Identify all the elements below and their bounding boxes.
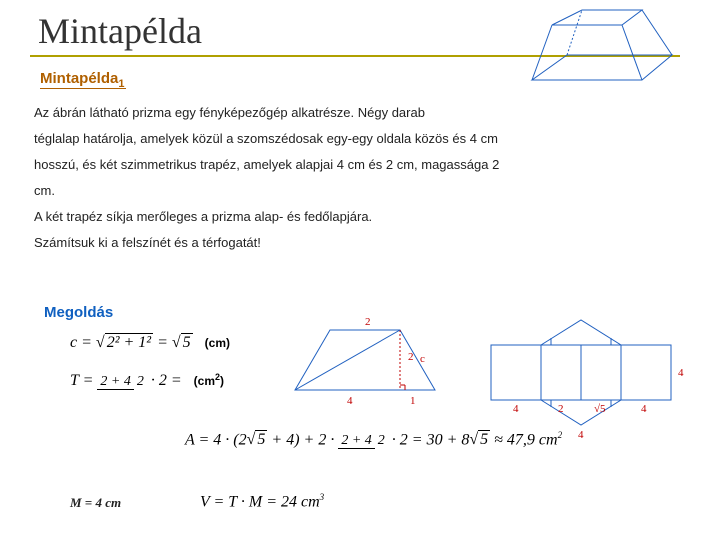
- svg-text:4: 4: [578, 429, 584, 440]
- t-unit: (cm2): [194, 374, 224, 388]
- body-line-2: téglalap határolja, amelyek közül a szom…: [34, 130, 498, 148]
- body-line-3: hosszú, és két szimmetrikus trapéz, amel…: [34, 156, 499, 174]
- svg-text:4: 4: [347, 395, 353, 407]
- body-line-4: cm.: [34, 182, 55, 200]
- solution-heading: Megoldás: [44, 304, 113, 321]
- svg-text:2: 2: [558, 403, 564, 415]
- svg-text:c: c: [420, 353, 425, 365]
- subtitle-text: Mintapélda: [40, 70, 118, 87]
- c-sqrt5: 5: [181, 333, 193, 351]
- t-rhs: · 2 =: [151, 372, 182, 389]
- body-line-1: Az ábrán látható prizma egy fényképezőgé…: [34, 104, 425, 122]
- trapezoid-diagram: 2 4 1 2 c: [280, 310, 470, 430]
- svg-text:4: 4: [513, 403, 519, 415]
- a-lhs: A = 4 · (2: [185, 431, 247, 448]
- c-radicand: 2² + 1²: [105, 333, 153, 351]
- page-title: Mintapélda: [38, 10, 202, 52]
- t-den: 2: [134, 374, 147, 389]
- t-num: 2 + 4: [97, 374, 133, 390]
- body-line-5: A két trapéz síkja merőleges a prizma al…: [34, 208, 372, 226]
- formula-v: V = T · M = 24 cm3: [200, 492, 324, 511]
- svg-text:1: 1: [410, 395, 416, 407]
- formula-t: T = 2 + 42 · 2 = (cm2): [70, 372, 224, 390]
- subtitle-number: 1: [118, 78, 124, 90]
- svg-text:2: 2: [365, 316, 371, 328]
- prism-3d-icon: [512, 0, 712, 100]
- svg-text:√5: √5: [594, 403, 606, 415]
- t-lhs: T =: [70, 372, 93, 389]
- net-diagram: 4 2 √5 4 4 4: [486, 310, 716, 440]
- c-lhs: c =: [70, 334, 92, 351]
- svg-text:4: 4: [641, 403, 647, 415]
- svg-text:4: 4: [678, 367, 684, 379]
- m-value: M = 4 cm: [70, 494, 121, 512]
- c-unit: (cm): [205, 336, 230, 350]
- svg-text:2: 2: [408, 351, 414, 363]
- body-line-6: Számítsuk ki a felszínét és a térfogatát…: [34, 234, 261, 252]
- subtitle: Mintapélda1: [40, 70, 126, 89]
- c-eq: =: [157, 334, 168, 351]
- formula-c: c = 2² + 1² = 5 (cm): [70, 334, 230, 352]
